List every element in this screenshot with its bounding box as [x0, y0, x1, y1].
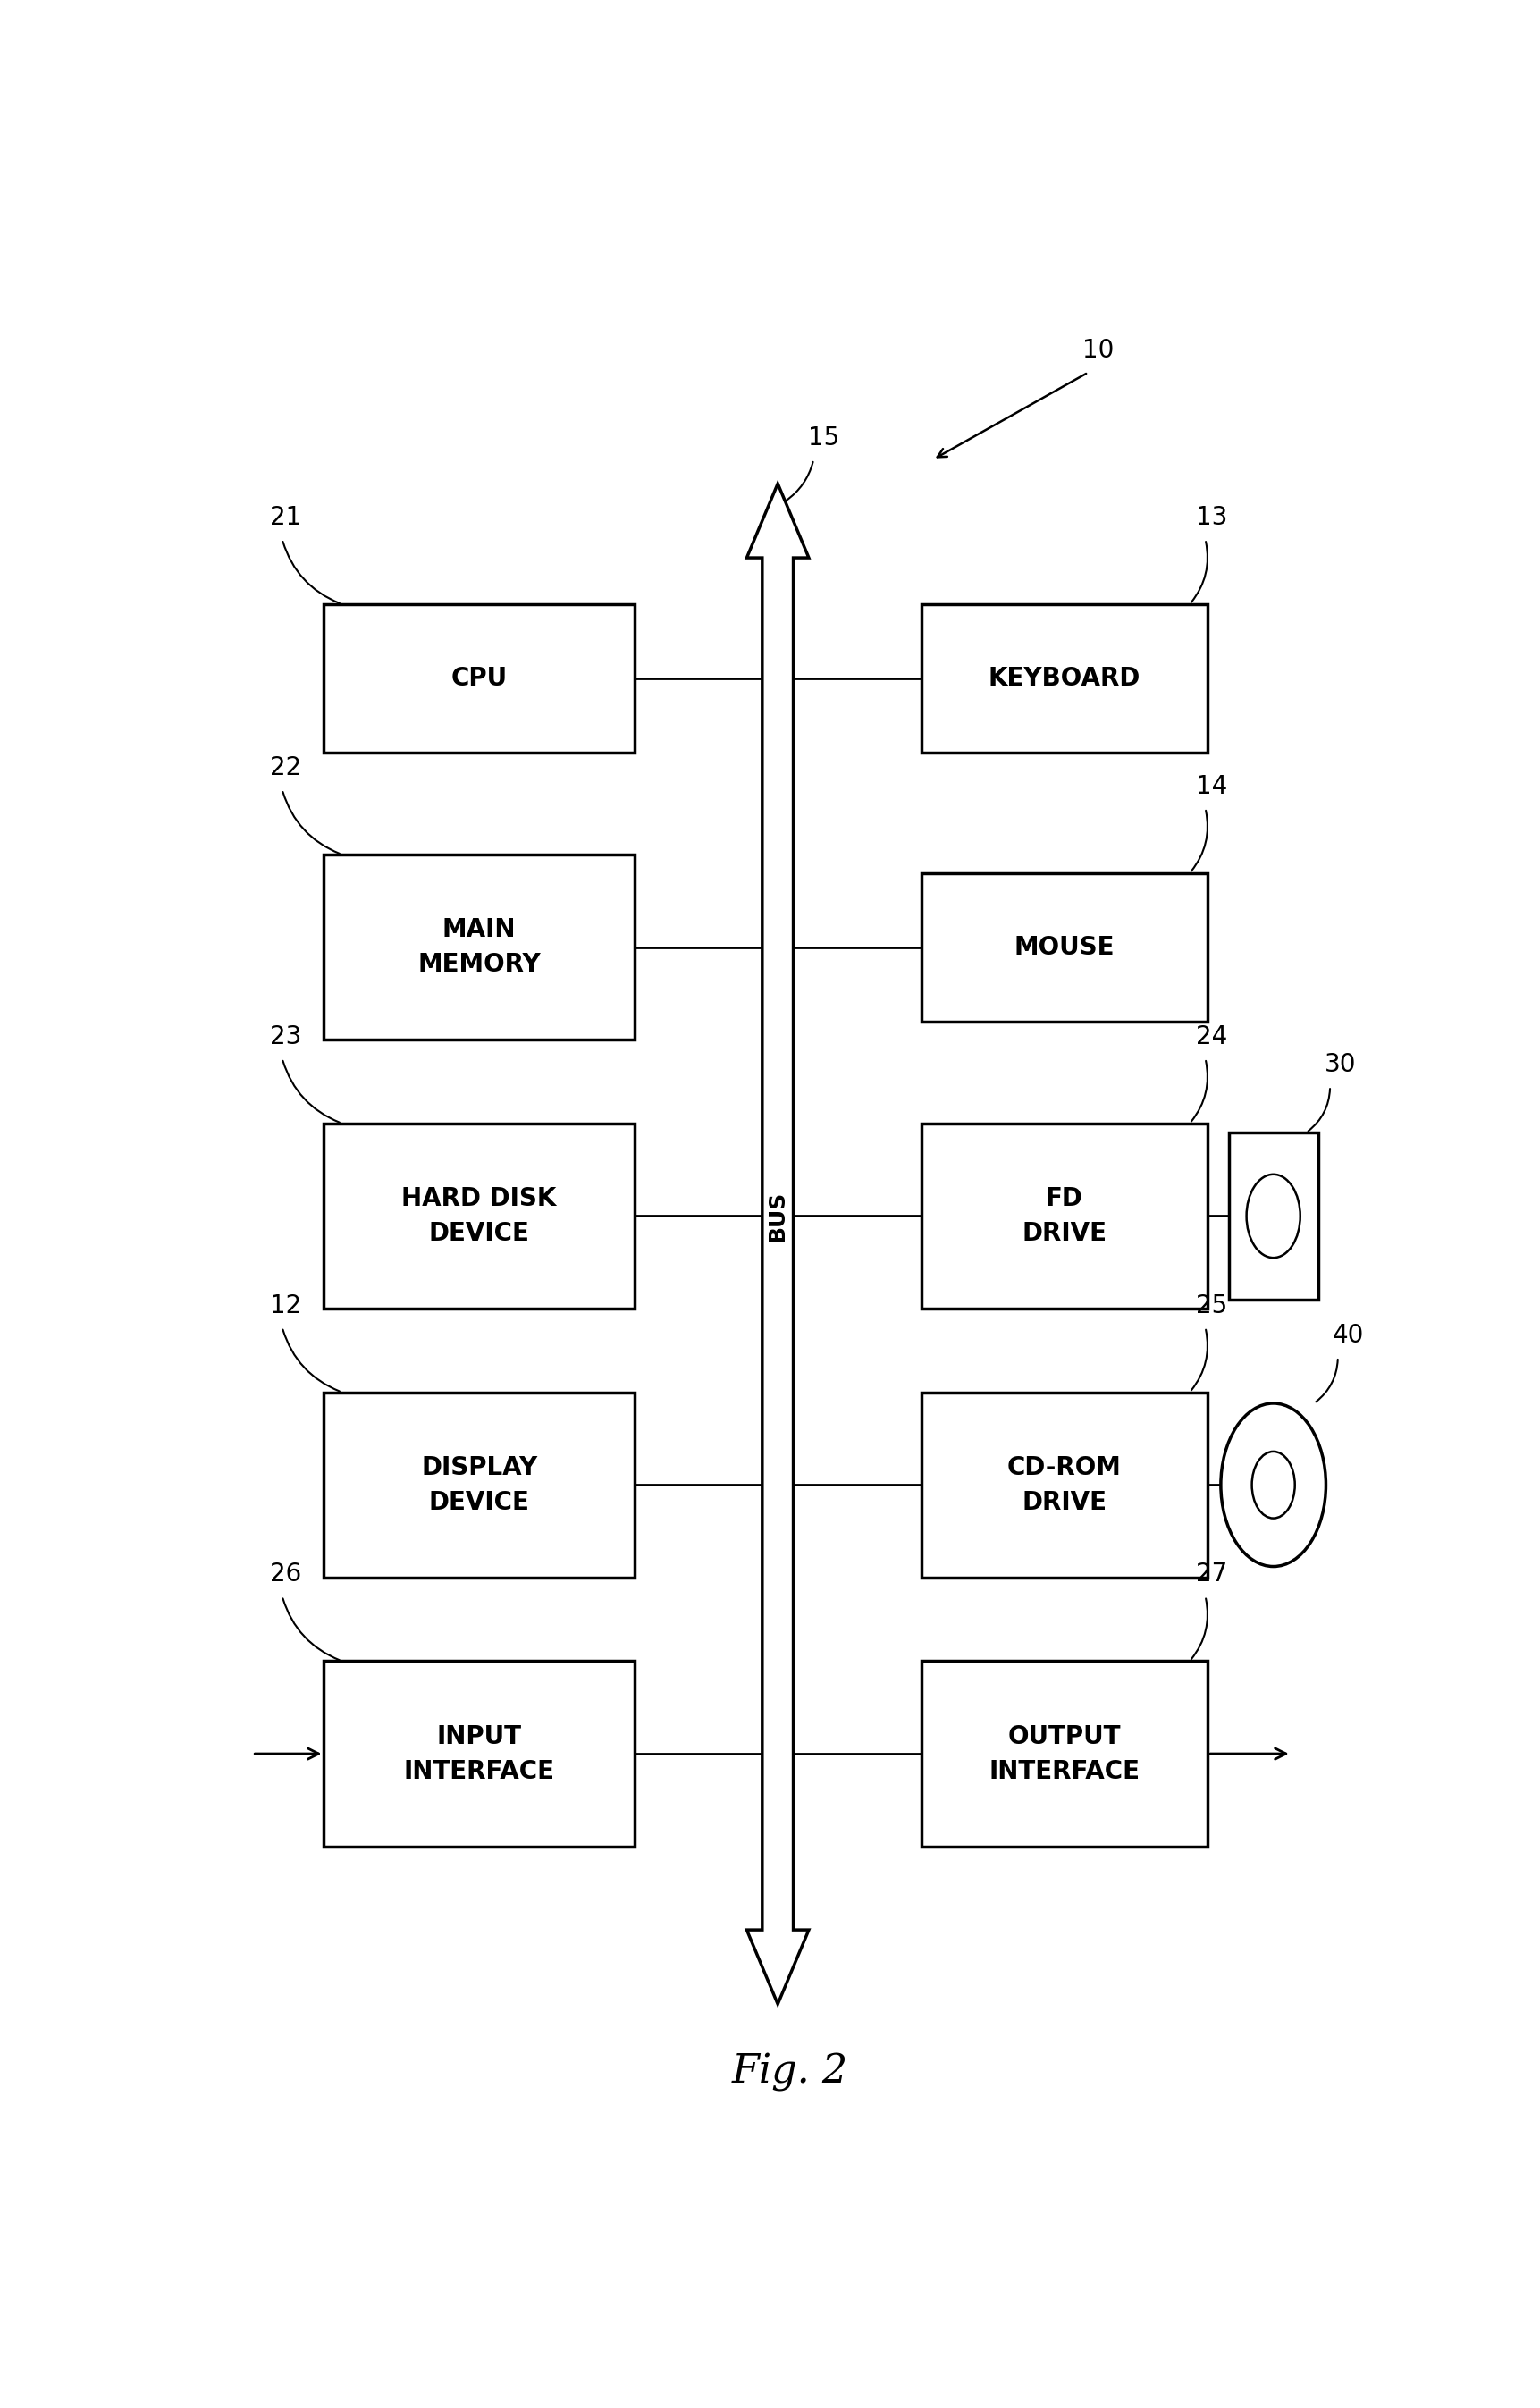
- Text: 13: 13: [1195, 506, 1227, 530]
- Text: CD-ROM
DRIVE: CD-ROM DRIVE: [1007, 1454, 1121, 1515]
- Bar: [921, 1122, 1207, 1310]
- Text: 23: 23: [270, 1023, 302, 1050]
- Text: 24: 24: [1195, 1023, 1226, 1050]
- Ellipse shape: [1246, 1175, 1300, 1257]
- Text: 25: 25: [1195, 1293, 1226, 1317]
- Text: 14: 14: [1195, 773, 1226, 799]
- Text: HARD DISK
DEVICE: HARD DISK DEVICE: [402, 1187, 556, 1245]
- Text: 10: 10: [1081, 337, 1113, 364]
- Polygon shape: [747, 484, 808, 2003]
- Text: 40: 40: [1331, 1322, 1363, 1348]
- Circle shape: [1250, 1452, 1294, 1519]
- Text: OUTPUT
INTERFACE: OUTPUT INTERFACE: [989, 1724, 1140, 1784]
- Text: 30: 30: [1323, 1052, 1355, 1076]
- Bar: [921, 604, 1207, 754]
- Bar: [323, 604, 634, 754]
- Text: MAIN
MEMORY: MAIN MEMORY: [417, 917, 541, 978]
- Text: 15: 15: [807, 426, 839, 450]
- Bar: [323, 1392, 634, 1577]
- Text: MOUSE: MOUSE: [1013, 934, 1113, 961]
- Text: 26: 26: [270, 1563, 302, 1587]
- Text: INPUT
INTERFACE: INPUT INTERFACE: [403, 1724, 554, 1784]
- Circle shape: [1220, 1404, 1324, 1568]
- Bar: [1227, 1132, 1317, 1300]
- Text: 22: 22: [270, 756, 302, 780]
- Bar: [921, 1662, 1207, 1847]
- Text: DISPLAY
DEVICE: DISPLAY DEVICE: [420, 1454, 537, 1515]
- Bar: [921, 874, 1207, 1021]
- Text: 21: 21: [270, 506, 302, 530]
- Text: KEYBOARD: KEYBOARD: [987, 667, 1140, 691]
- Bar: [323, 1662, 634, 1847]
- Bar: [323, 1122, 634, 1310]
- Text: CPU: CPU: [451, 667, 507, 691]
- Bar: [921, 1392, 1207, 1577]
- Text: 27: 27: [1195, 1563, 1226, 1587]
- Text: 12: 12: [270, 1293, 302, 1317]
- Bar: [323, 855, 634, 1040]
- Text: FD
DRIVE: FD DRIVE: [1021, 1187, 1106, 1245]
- Text: BUS: BUS: [767, 1190, 788, 1243]
- Text: Fig. 2: Fig. 2: [732, 2054, 847, 2093]
